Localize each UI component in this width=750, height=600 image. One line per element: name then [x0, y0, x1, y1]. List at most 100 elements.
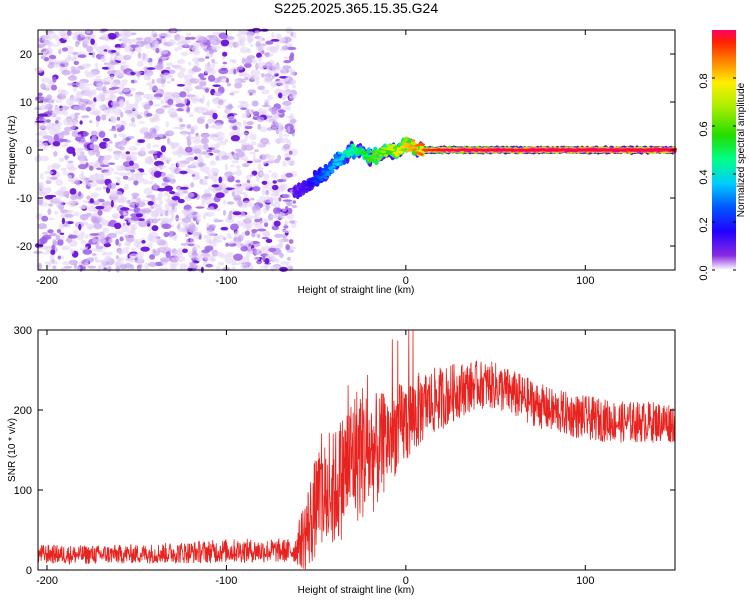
noise-blob	[67, 234, 78, 239]
noise-blob	[126, 156, 132, 162]
noise-blob	[205, 170, 211, 175]
noise-blob	[110, 200, 114, 208]
noise-blob	[67, 75, 78, 81]
noise-blob	[95, 115, 101, 122]
noise-blob	[221, 155, 229, 160]
noise-blob	[240, 107, 247, 110]
noise-blob	[203, 234, 212, 240]
noise-blob	[130, 197, 140, 204]
signal-blob	[409, 144, 415, 148]
noise-blob	[214, 252, 224, 257]
noise-blob	[288, 94, 297, 99]
noise-blob	[55, 116, 62, 121]
noise-blob	[120, 207, 130, 211]
noise-blob	[63, 118, 73, 126]
noise-blob	[85, 223, 96, 229]
noise-blob	[283, 60, 292, 64]
noise-blob	[232, 211, 242, 216]
noise-blob	[247, 34, 254, 38]
noise-blob	[58, 48, 62, 55]
noise-blob	[52, 197, 62, 203]
noise-blob	[101, 166, 105, 170]
noise-blob	[201, 200, 206, 208]
noise-blob	[76, 150, 84, 158]
noise-blob	[217, 105, 221, 109]
noise-blob	[163, 192, 169, 197]
y-tick-label: 300	[14, 325, 32, 337]
noise-blob	[211, 58, 216, 64]
noise-blob	[224, 107, 230, 115]
noise-blob	[78, 223, 82, 231]
noise-blob	[102, 137, 110, 142]
noise-blob	[235, 169, 243, 176]
noise-blob	[149, 235, 158, 243]
noise-blob	[187, 96, 192, 101]
noise-blob	[79, 98, 90, 103]
noise-blob	[257, 85, 265, 91]
noise-blob	[35, 105, 43, 109]
noise-blob	[201, 133, 210, 138]
signal-blob	[334, 158, 339, 162]
noise-blob	[277, 179, 284, 183]
noise-blob	[67, 82, 76, 86]
noise-blob	[227, 116, 236, 121]
noise-blob	[231, 59, 237, 64]
noise-blob	[153, 170, 162, 178]
noise-blob	[278, 241, 284, 248]
noise-blob	[169, 261, 180, 267]
noise-blob	[256, 116, 265, 123]
noise-blob	[271, 197, 279, 201]
noise-blob	[72, 86, 78, 93]
noise-blob	[131, 79, 135, 84]
signal-blob	[381, 150, 387, 154]
noise-blob	[241, 57, 245, 64]
signal-blob	[420, 143, 425, 146]
noise-blob	[58, 190, 66, 198]
noise-blob	[157, 187, 166, 192]
noise-blob	[292, 200, 296, 204]
signal-blob	[337, 151, 342, 155]
noise-blob	[181, 209, 191, 215]
noise-blob	[209, 133, 215, 140]
colorbar-tick-label: 0.8	[698, 73, 710, 88]
noise-blob	[217, 99, 224, 106]
noise-blob	[52, 265, 57, 270]
noise-blob	[136, 37, 144, 41]
noise-blob	[48, 61, 55, 65]
noise-blob	[102, 85, 107, 92]
noise-blob	[72, 36, 79, 40]
noise-blob	[283, 105, 292, 111]
noise-blob	[185, 233, 189, 237]
colorbar-tick-label: 0.0	[698, 265, 710, 280]
noise-blob	[210, 167, 220, 175]
noise-blob	[148, 150, 158, 155]
noise-blob	[218, 182, 227, 187]
noise-blob	[147, 242, 153, 249]
noise-blob	[187, 192, 195, 198]
noise-blob	[125, 235, 135, 243]
noise-blob	[72, 119, 77, 124]
noise-blob	[146, 67, 156, 70]
noise-blob	[73, 211, 80, 217]
noise-blob	[225, 242, 229, 247]
noise-blob	[182, 248, 188, 253]
noise-blob	[203, 143, 209, 151]
noise-blob	[98, 50, 107, 56]
noise-blob	[97, 248, 104, 253]
noise-blob	[82, 63, 90, 69]
noise-blob	[254, 216, 261, 220]
noise-blob	[264, 51, 271, 58]
noise-blob	[135, 142, 141, 146]
noise-blob	[250, 69, 261, 77]
noise-blob	[238, 100, 248, 104]
noise-blob	[244, 134, 249, 140]
noise-blob	[288, 55, 294, 62]
noise-blob	[99, 141, 108, 149]
noise-blob	[159, 73, 164, 78]
noise-blob	[247, 38, 253, 41]
noise-blob	[80, 239, 87, 245]
noise-blob	[157, 191, 163, 200]
noise-blob	[204, 245, 214, 252]
noise-blob	[291, 222, 297, 228]
noise-blob	[243, 194, 248, 198]
